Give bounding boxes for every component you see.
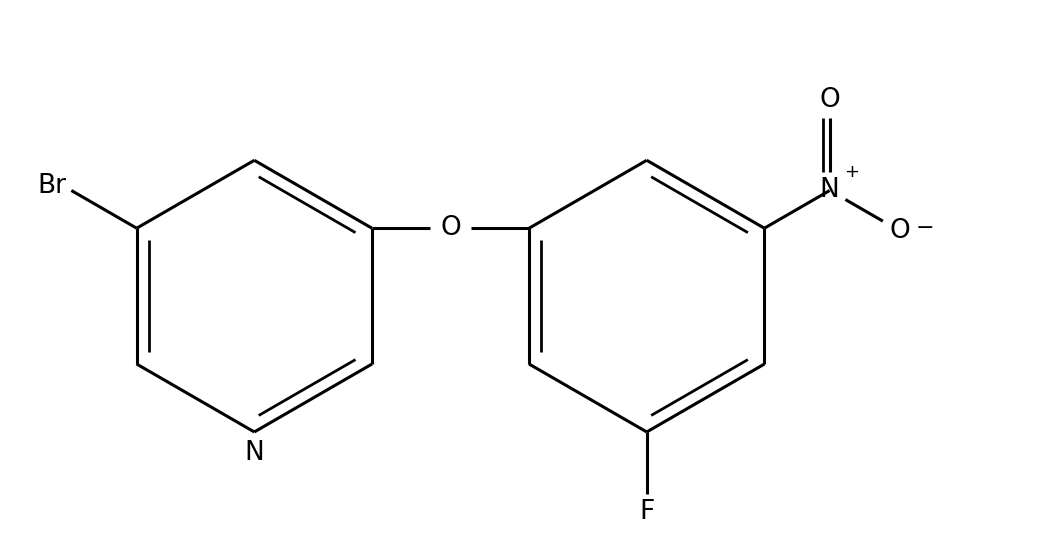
Text: F: F xyxy=(640,500,654,526)
Text: O: O xyxy=(889,217,910,244)
Text: N: N xyxy=(244,440,264,466)
Text: −: − xyxy=(915,217,934,238)
Text: O: O xyxy=(820,87,841,113)
Text: O: O xyxy=(440,215,461,241)
Text: N: N xyxy=(820,178,839,204)
Text: +: + xyxy=(845,163,859,182)
Text: Br: Br xyxy=(37,173,66,199)
